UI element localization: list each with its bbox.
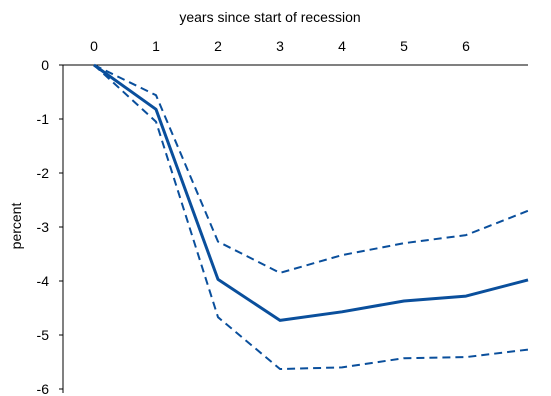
x-axis-label: years since start of recession [179,9,360,25]
axes: 0 1 2 3 4 5 6 0 -1 -2 -3 -4 -5 -6 [37,38,528,396]
x-tick-label: 6 [462,38,470,54]
y-tick-label: -3 [37,219,50,235]
y-tick-label: -1 [37,111,50,127]
series-line-lower-bound [93,64,529,370]
x-tick-label: 2 [214,38,222,54]
y-axis-label: percent [8,203,24,250]
y-tick-label: 0 [41,57,49,73]
series-line-estimate [93,63,529,322]
y-tick-label: -4 [37,273,50,289]
series-lines [93,63,529,370]
y-tick-label: -5 [37,327,50,343]
y-tick-label: -6 [37,381,50,396]
x-tick-label: 4 [338,38,346,54]
x-tick-label: 5 [400,38,408,54]
x-tick-label: 1 [152,38,160,54]
series-line-upper-bound [93,64,529,274]
y-tick-label: -2 [37,165,50,181]
x-tick-label: 3 [276,38,284,54]
x-tick-label: 0 [90,38,98,54]
